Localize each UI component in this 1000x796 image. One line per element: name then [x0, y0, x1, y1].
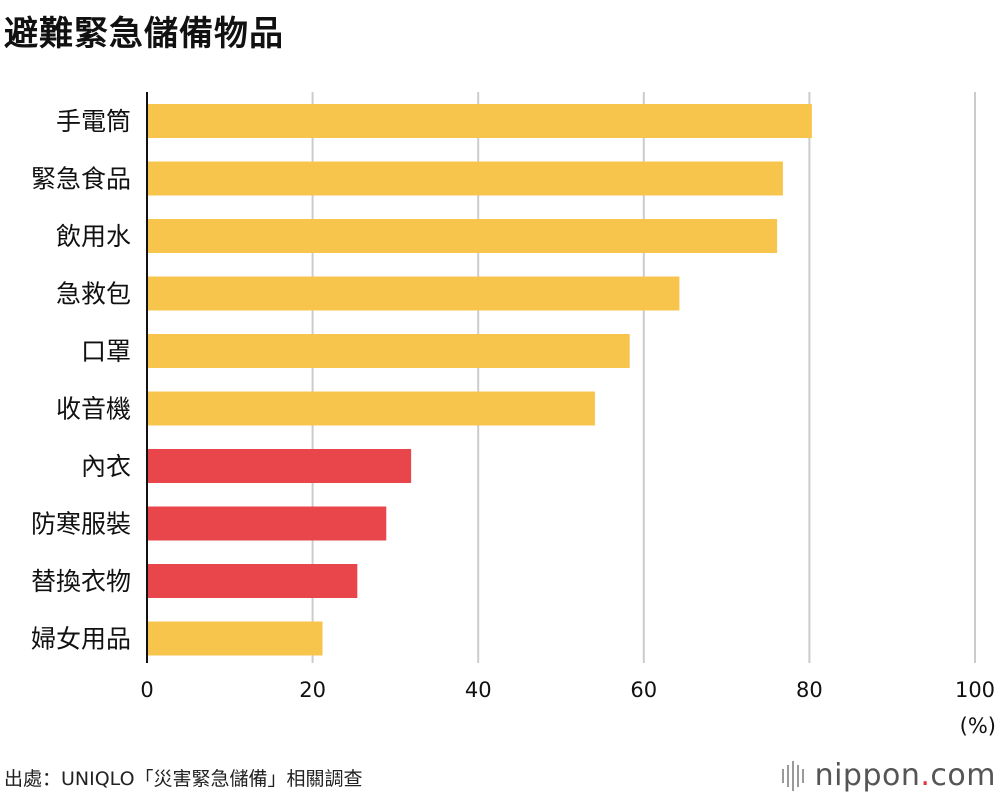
bar [147, 276, 680, 311]
x-tick-label: 20 [299, 678, 326, 702]
logo-mark-icon [781, 760, 807, 791]
bar [147, 104, 812, 138]
category-label: 替換衣物 [31, 567, 131, 596]
category-label: 收音機 [56, 395, 131, 424]
x-tick-label: 40 [465, 678, 492, 702]
bar [147, 161, 783, 196]
x-tick-label: 100 [955, 678, 995, 702]
category-label: 緊急食品 [31, 165, 131, 194]
bar [147, 391, 595, 426]
category-label: 急救包 [56, 280, 131, 309]
chart-title: 避難緊急儲備物品 [4, 14, 284, 54]
x-tick-label: 0 [140, 678, 153, 702]
x-tick-label: 60 [630, 678, 657, 702]
x-axis-unit-label: (%) [960, 714, 996, 738]
category-label: 口罩 [81, 337, 131, 366]
bar [147, 506, 387, 541]
x-tick-label: 80 [796, 678, 823, 702]
category-label: 飲用水 [56, 222, 131, 251]
category-label: 婦女用品 [31, 625, 131, 654]
bar [147, 334, 630, 368]
logo-text: nippon.com [814, 758, 996, 793]
bar [147, 621, 323, 656]
bar [147, 564, 358, 598]
category-label: 防寒服裝 [31, 510, 131, 539]
bar [147, 449, 412, 483]
category-label: 內衣 [81, 452, 131, 481]
nippon-logo[interactable]: nippon.com [781, 758, 996, 793]
source-note: 出處：UNIQLO「災害緊急儲備」相關調查 [4, 768, 363, 790]
category-label: 手電筒 [56, 107, 131, 136]
bar [147, 219, 778, 253]
